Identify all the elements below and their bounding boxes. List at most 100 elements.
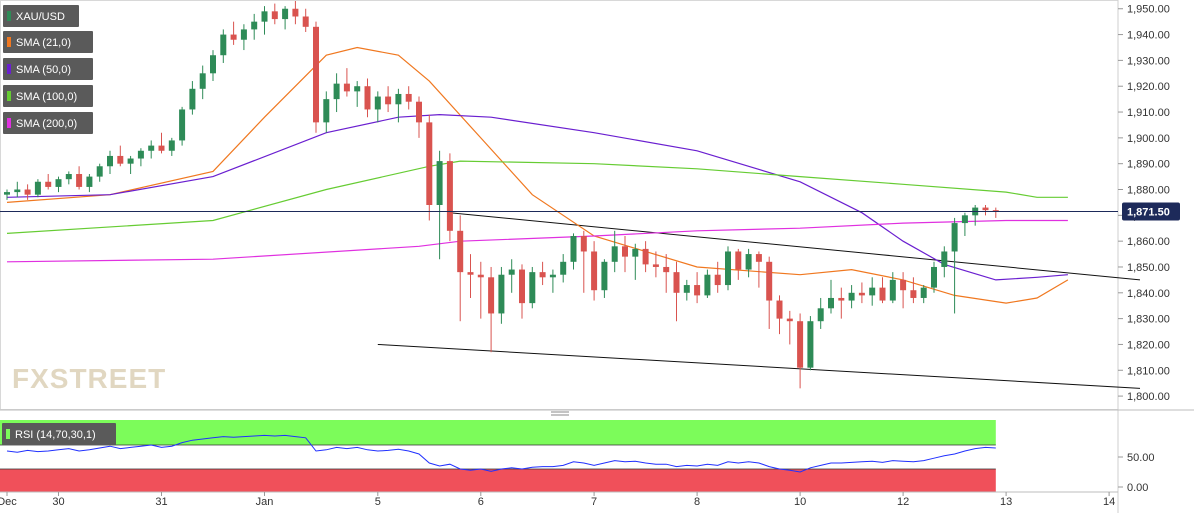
candle-body xyxy=(694,285,701,296)
candle-body xyxy=(302,16,309,27)
candle-body xyxy=(931,266,937,288)
current-price-label: 1,871.50 xyxy=(1127,206,1170,218)
candle-body xyxy=(848,292,855,301)
candle-body xyxy=(96,166,103,177)
candle-body xyxy=(107,155,113,167)
candle xyxy=(457,215,464,322)
candle-body xyxy=(755,254,762,262)
legend-item-box xyxy=(3,31,93,53)
candle xyxy=(220,29,227,63)
candle xyxy=(498,266,505,324)
candle-body xyxy=(457,230,464,273)
candle xyxy=(446,153,453,242)
candle-body xyxy=(179,109,186,141)
candle xyxy=(24,184,31,200)
candle-body xyxy=(158,145,165,151)
rsi-line xyxy=(6,434,996,473)
candle-body xyxy=(889,279,896,301)
x-tick-label: 7 xyxy=(591,496,597,508)
legend-swatch xyxy=(7,118,11,128)
candle-body xyxy=(282,8,289,20)
y-tick-label: 1,940.00 xyxy=(1127,30,1170,42)
candle-body xyxy=(313,26,319,123)
candle xyxy=(961,212,968,236)
symbol-label: XAU/USD xyxy=(16,11,65,23)
candle-body xyxy=(951,223,958,252)
candle-body xyxy=(683,285,690,293)
legend-label: SMA (200,0) xyxy=(16,118,77,130)
candle-body xyxy=(673,272,680,293)
candle xyxy=(168,137,175,156)
candle-body xyxy=(941,251,948,267)
candle-body xyxy=(323,99,330,123)
candle xyxy=(251,13,258,40)
candle-body xyxy=(611,246,618,262)
candle-body xyxy=(86,176,93,187)
candle xyxy=(622,235,628,273)
candle-body xyxy=(797,321,804,368)
legend-swatch xyxy=(7,37,11,47)
candle-body xyxy=(529,272,536,304)
candle-body xyxy=(189,88,196,110)
y-tick-label: 1,830.00 xyxy=(1127,314,1170,326)
legend-label: SMA (21,0) xyxy=(16,37,71,49)
candle-body xyxy=(663,266,670,273)
candle xyxy=(786,310,793,345)
candle xyxy=(148,140,155,159)
candle-body xyxy=(436,161,443,205)
candle-body xyxy=(828,297,834,309)
candle xyxy=(931,261,937,293)
candle-body xyxy=(292,8,299,17)
candle xyxy=(611,230,618,273)
candle xyxy=(519,264,525,319)
trendline xyxy=(449,212,1141,281)
candle xyxy=(910,277,917,304)
x-tick-label: 31 xyxy=(155,496,167,508)
candle-body xyxy=(405,93,412,102)
candle xyxy=(416,96,422,138)
candle xyxy=(879,277,886,304)
candle xyxy=(755,251,762,288)
candle xyxy=(663,254,670,293)
candle-body xyxy=(817,308,824,322)
candle-body xyxy=(261,11,268,22)
rsi-y-tick-label: 50.00 xyxy=(1127,452,1155,464)
candle-body xyxy=(900,279,907,291)
candle xyxy=(86,174,93,193)
candle xyxy=(374,91,381,123)
legend-swatch xyxy=(7,91,11,101)
candle xyxy=(560,254,567,283)
candle-body xyxy=(560,261,567,275)
candle xyxy=(797,313,804,389)
candle xyxy=(343,68,350,97)
price-panel-frame xyxy=(0,0,1119,410)
sma-line xyxy=(6,46,1069,304)
candle xyxy=(107,150,113,175)
candle xyxy=(869,277,876,306)
rsi-y-tick-label: 0.00 xyxy=(1127,482,1148,494)
candle-body xyxy=(591,251,598,291)
legend: XAU/USD SMA (21,0) SMA (50,0) SMA (100,0) SM… xyxy=(3,5,165,394)
candle xyxy=(323,91,330,133)
candle xyxy=(920,285,927,304)
candle xyxy=(642,241,649,273)
candle xyxy=(261,6,268,35)
sma-line xyxy=(6,160,1068,234)
candle-body xyxy=(76,174,83,187)
candle-body xyxy=(508,269,515,275)
time-axis: Dec3031Jan5678101213141517192021 xyxy=(0,491,1118,508)
candle-body xyxy=(416,101,422,123)
candle-body xyxy=(45,181,52,187)
legend-label: SMA (100,0) xyxy=(16,91,77,103)
y-tick-label: 1,850.00 xyxy=(1127,262,1170,274)
candle-body xyxy=(168,140,175,151)
candle xyxy=(652,251,659,278)
legend-item-box xyxy=(3,112,93,134)
trendline xyxy=(377,343,1141,389)
x-tick-label: Dec xyxy=(0,496,17,508)
symbol-label-box xyxy=(3,5,79,27)
candle xyxy=(179,106,186,146)
y-tick-label: 1,950.00 xyxy=(1127,4,1170,16)
candle-body xyxy=(910,290,917,298)
candle-body xyxy=(838,297,845,301)
